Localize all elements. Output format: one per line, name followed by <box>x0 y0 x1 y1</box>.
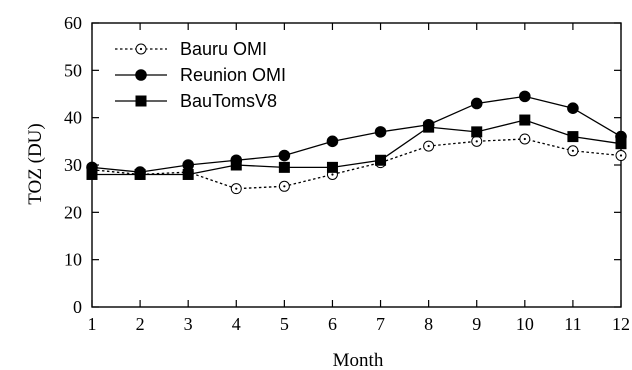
y-tick-label: 10 <box>64 250 82 270</box>
data-point-bautomsv8 <box>326 161 338 173</box>
data-point-reunion-omi <box>519 90 531 103</box>
legend: Bauru OMI Reunion OMI BauTomsV8 <box>115 39 286 111</box>
series-bautomsv8 <box>86 114 627 180</box>
legend-label-reunion-omi: Reunion OMI <box>180 65 286 85</box>
open-circle-center <box>283 185 286 188</box>
legend-label-bautomsv8: BauTomsV8 <box>180 91 277 111</box>
data-point-bautomsv8 <box>182 168 194 180</box>
open-circle-center <box>619 154 623 157</box>
open-circle-center <box>331 173 334 176</box>
data-point-bauru-omi <box>423 140 435 152</box>
legend-item-reunion-omi: Reunion OMI <box>115 65 286 85</box>
legend-label-bauru-omi: Bauru OMI <box>180 39 267 59</box>
open-circle-center <box>475 140 478 143</box>
axes <box>91 22 622 308</box>
data-point-bauru-omi <box>567 145 579 157</box>
series-line-reunion-omi <box>91 95 622 173</box>
data-point-reunion-omi <box>182 159 194 171</box>
data-point-bauru-omi <box>615 150 627 162</box>
data-point-bauru-omi <box>278 180 290 192</box>
data-point-reunion-omi <box>326 135 339 148</box>
series-group <box>86 90 627 195</box>
plot-frame <box>91 22 622 308</box>
data-point-reunion-omi <box>374 126 387 138</box>
open-circle-center <box>523 137 526 141</box>
legend-item-bauru-omi: Bauru OMI <box>115 39 267 59</box>
x-tick-label: 12 <box>612 314 630 334</box>
data-point-bautomsv8 <box>230 159 242 171</box>
data-point-bauru-omi <box>519 133 531 145</box>
open-circle-center <box>571 149 575 152</box>
x-tick-label: 5 <box>280 314 289 334</box>
x-tick-label: 6 <box>328 314 337 334</box>
y-tick-label: 60 <box>64 13 82 33</box>
y-tick-label: 40 <box>64 108 82 128</box>
x-tick-label: 2 <box>136 314 145 334</box>
data-point-bautomsv8 <box>519 114 531 126</box>
data-point-bautomsv8 <box>134 168 146 180</box>
legend-marker-bauru-omi <box>135 43 147 55</box>
y-axis-label: TOZ (DU) <box>25 123 46 204</box>
data-point-bauru-omi <box>471 135 483 147</box>
x-tick-label: 11 <box>564 314 581 334</box>
data-point-bautomsv8 <box>423 121 435 133</box>
series-line-bautomsv8 <box>92 119 622 176</box>
data-point-bautomsv8 <box>375 154 387 166</box>
x-tick-label: 9 <box>472 314 481 334</box>
x-tick-label: 1 <box>88 314 97 334</box>
y-tick-label: 20 <box>64 202 82 222</box>
legend-marker-bautomsv8 <box>135 95 147 107</box>
open-circle-center <box>427 144 430 148</box>
x-tick-label: 4 <box>232 314 241 334</box>
data-point-bauru-omi <box>230 183 242 195</box>
y-tick-label: 30 <box>64 155 82 175</box>
open-circle-center <box>139 47 143 51</box>
x-tick-label: 3 <box>184 314 193 334</box>
data-point-bautomsv8 <box>471 126 483 138</box>
series-bauru-omi <box>86 133 627 195</box>
x-tick-label: 8 <box>424 314 433 334</box>
legend-marker-reunion-omi <box>135 69 147 81</box>
open-circle-center <box>235 187 238 190</box>
data-point-reunion-omi <box>470 97 483 110</box>
series-line-bauru-omi <box>91 138 622 190</box>
x-tick-label: 10 <box>516 314 534 334</box>
data-point-reunion-omi <box>278 149 291 162</box>
y-tick-label: 50 <box>64 60 82 80</box>
data-point-bautomsv8 <box>86 168 98 180</box>
data-point-bautomsv8 <box>567 131 579 143</box>
y-tick-label: 0 <box>73 297 82 317</box>
data-point-bautomsv8 <box>615 138 627 150</box>
data-point-bautomsv8 <box>278 161 290 173</box>
x-axis-label: Month <box>333 350 384 370</box>
data-point-reunion-omi <box>567 102 579 114</box>
legend-item-bautomsv8: BauTomsV8 <box>115 91 277 111</box>
series-reunion-omi <box>86 90 627 178</box>
x-tick-label: 7 <box>376 314 385 334</box>
